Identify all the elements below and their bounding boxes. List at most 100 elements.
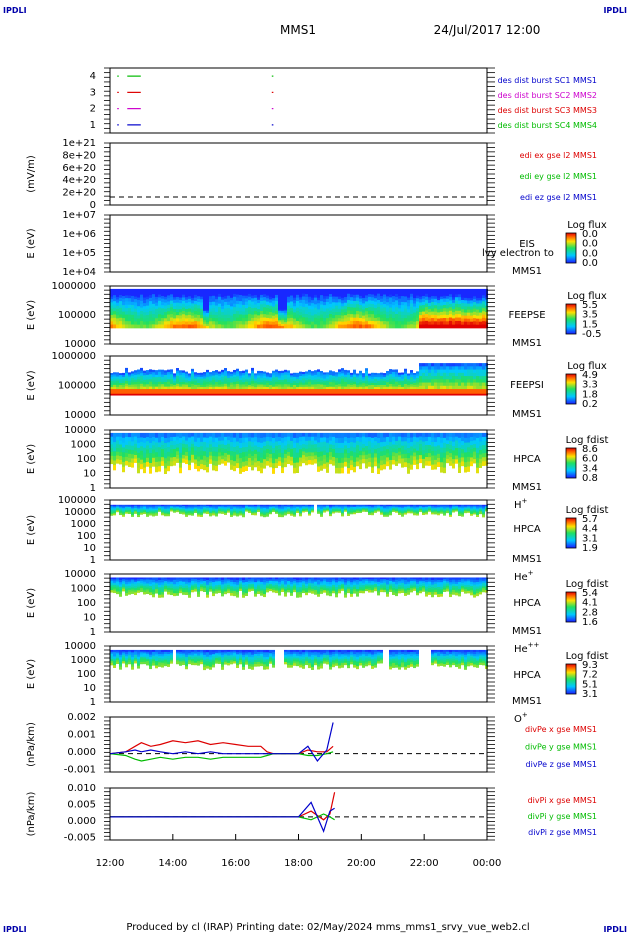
spectrogram-cell [110, 444, 113, 449]
spectrogram-cell [407, 324, 410, 329]
spectrogram-cell [227, 389, 230, 395]
spectrogram-cell [233, 509, 236, 512]
spectrogram-cell [251, 513, 254, 516]
spectrogram-cell [182, 511, 185, 514]
spectrogram-cell [350, 389, 353, 395]
spectrogram-cell [233, 591, 236, 594]
spectrogram-cell [209, 384, 212, 388]
spectrogram-cell [476, 379, 479, 384]
spectrogram-cell [470, 508, 473, 511]
spectrogram-cell [254, 377, 257, 380]
spectrogram-cell [155, 587, 158, 590]
spectrogram-cell [146, 591, 149, 595]
spectrogram-cell [194, 463, 197, 469]
spectrogram-cell [443, 506, 446, 508]
spectrogram-cell [476, 506, 479, 509]
spectrogram-cell [257, 507, 260, 509]
spectrogram-cell [182, 451, 185, 456]
spectrogram-cell [200, 378, 203, 382]
spectrogram-cell [455, 459, 458, 464]
spectrogram-cell [230, 588, 233, 592]
spectrogram-cell [161, 508, 164, 511]
spectrogram-cell [320, 393, 323, 396]
spectrogram-cell [302, 504, 305, 507]
spectrogram-cell [476, 297, 479, 302]
spectrogram-cell [401, 378, 404, 382]
spectrogram-cell [122, 308, 125, 313]
spectrogram-cell [188, 587, 191, 591]
spectrogram-cell [227, 373, 230, 377]
spectrogram-cell [371, 378, 374, 382]
spectrogram-cell [119, 304, 122, 309]
spectrogram-cell [191, 506, 194, 508]
spectrogram-cell [140, 321, 143, 325]
spectrogram-cell [278, 515, 281, 518]
spectrogram-cell [419, 366, 422, 371]
spectrogram-cell [422, 382, 425, 387]
spectrogram-cell [122, 442, 125, 449]
spectrogram-cell [245, 386, 248, 390]
spectrogram-cell [254, 311, 257, 316]
spectrogram-cell [374, 437, 377, 442]
spectrogram-cell [392, 288, 395, 297]
spectrogram-cell [476, 288, 479, 299]
spectrogram-cell [116, 585, 119, 589]
spectrogram-cell [287, 384, 290, 388]
spectrogram-cell [344, 508, 347, 511]
spectrogram-cell [155, 372, 158, 376]
spectrogram-cell [260, 510, 263, 513]
spectrogram-cell [359, 508, 362, 511]
spectrogram-cell [413, 448, 416, 454]
spectrogram-cell [452, 463, 455, 469]
spectrogram-cell [239, 317, 242, 322]
spectrogram-cell [176, 373, 179, 377]
spectrogram-cell [122, 324, 125, 329]
spectrogram-cell [119, 432, 122, 438]
spectrogram-cell [227, 321, 230, 326]
spectrogram-cell [437, 372, 440, 377]
spectrogram-cell [401, 514, 404, 517]
spectrogram-cell [305, 373, 308, 377]
spectrogram-cell [197, 321, 200, 326]
spectrogram-cell [362, 321, 365, 326]
spectrogram-cell [113, 372, 116, 375]
spectrogram-cell [296, 288, 299, 295]
spectrogram-cell [344, 506, 347, 508]
spectrogram-cell [416, 450, 419, 456]
spectrogram-cell [476, 372, 479, 377]
spectrogram-cell [419, 432, 422, 438]
spectrogram-cell [275, 511, 278, 513]
spectrogram-cell [146, 302, 149, 307]
spectrogram-cell [449, 445, 452, 450]
spectrogram-cell [113, 442, 116, 448]
spectrogram-cell [293, 442, 296, 449]
spectrogram-cell [446, 509, 449, 512]
spectrogram-cell [131, 514, 134, 517]
spectrogram-cell [152, 453, 155, 459]
spectrogram-cell [269, 505, 272, 508]
spectrogram-cell [239, 448, 242, 454]
spectrogram-cell [311, 436, 314, 442]
spectrogram-cell [407, 508, 410, 511]
spectrogram-cell [341, 309, 344, 314]
spectrogram-cell [257, 373, 260, 377]
spectrogram-cell [389, 508, 392, 511]
spectrogram-cell [422, 437, 425, 443]
spectrogram-cell [419, 508, 422, 511]
spectrogram-cell [428, 507, 431, 509]
spectrogram-cell [383, 511, 386, 514]
spectrogram-cell [236, 513, 239, 516]
spectrogram-cell [242, 432, 245, 439]
spectrogram-cell [398, 384, 401, 388]
spectrogram-cell [266, 294, 269, 299]
spectrogram-cell [110, 311, 113, 316]
spectrogram-cell [374, 506, 377, 509]
spectrogram-cell [272, 510, 275, 513]
spectrogram-cell [335, 321, 338, 326]
spectrogram-cell [149, 297, 152, 302]
spectrogram-cell [269, 458, 272, 464]
spectrogram-cell [233, 508, 236, 511]
spectrogram-cell [467, 511, 470, 513]
spectrogram-cell [452, 363, 455, 367]
spectrogram-cell [416, 389, 419, 395]
